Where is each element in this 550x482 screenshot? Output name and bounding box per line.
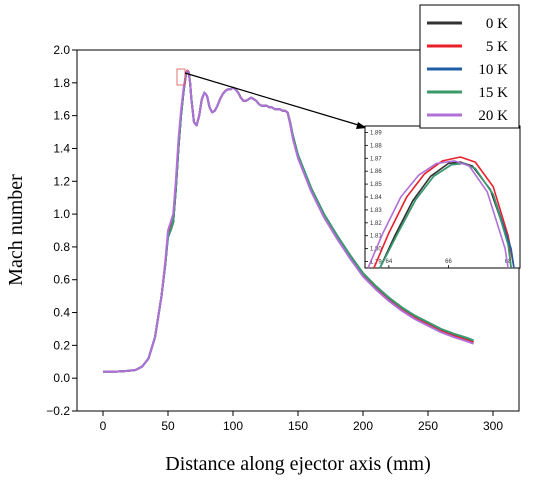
inset-y-tick-label: 1.83 — [370, 208, 382, 214]
inset-series-line-15k — [379, 162, 512, 269]
axis-ticks: 0 50 100 150 200 250 300 −0.2 0.0 0.2 0.4 0.6 0.8 1.0… — [46, 43, 503, 433]
y-tick-label: 0.6 — [53, 273, 70, 287]
x-tick-label: 0 — [100, 419, 107, 433]
inset-chart: 64 66 681.791.801.811.821.831.841.851.861.… — [364, 125, 521, 269]
legend-label: 5 K — [486, 39, 508, 55]
inset-y-tick-label: 1.87 — [370, 156, 382, 162]
inset-x-tick-label: 66 — [445, 259, 452, 265]
inset-y-tick-label: 1.82 — [370, 221, 382, 227]
x-tick-label: 200 — [353, 419, 373, 433]
y-tick-label: −0.2 — [46, 404, 70, 418]
inset-y-tick-label: 1.88 — [370, 143, 382, 149]
x-tick-label: 100 — [223, 419, 243, 433]
x-tick-label: 50 — [161, 419, 175, 433]
inset-x-tick-label: 68 — [505, 259, 512, 265]
legend-label: 15 K — [478, 85, 508, 101]
y-axis-title: Mach number — [5, 174, 27, 286]
legend-label: 0 K — [486, 16, 508, 32]
legend-box — [419, 4, 520, 129]
inset-series-line-20k — [367, 160, 509, 269]
zoom-connector-line — [184, 72, 366, 128]
inset-x-tick-label: 64 — [386, 259, 393, 265]
y-tick-label: 0.4 — [53, 306, 70, 320]
inset-y-tick-label: 1.89 — [370, 130, 382, 136]
y-tick-label: 1.6 — [53, 109, 70, 123]
inset-y-tick-label: 1.85 — [370, 182, 382, 188]
y-tick-label: 2.0 — [53, 43, 70, 57]
x-axis-title: Distance along ejector axis (mm) — [165, 453, 430, 475]
y-tick-label: 0.0 — [53, 371, 70, 385]
y-tick-label: 0.8 — [53, 240, 70, 254]
y-tick-label: 1.0 — [53, 207, 70, 221]
legend-label: 10 K — [478, 62, 508, 78]
x-tick-label: 300 — [483, 419, 503, 433]
legend: 0 K 5 K 10 K 15 K 20 K — [419, 4, 520, 129]
y-tick-label: 1.4 — [53, 141, 70, 155]
series-lines — [103, 69, 474, 373]
series-line-20k — [103, 70, 474, 373]
y-tick-label: 0.2 — [53, 338, 70, 352]
inset-y-tick-label: 1.81 — [370, 234, 382, 240]
y-tick-label: 1.8 — [53, 76, 70, 90]
x-tick-label: 250 — [418, 419, 438, 433]
legend-label: 20 K — [478, 108, 508, 124]
inset-y-tick-label: 1.84 — [370, 195, 382, 201]
zoom-connector-arrowhead — [356, 122, 367, 129]
zoom-region-marker — [176, 68, 186, 86]
inset-series-line-5k — [373, 156, 515, 269]
inset-series-lines — [367, 156, 515, 269]
y-tick-label: 1.2 — [53, 174, 70, 188]
inset-y-tick-label: 1.86 — [370, 169, 382, 175]
x-tick-label: 150 — [288, 419, 308, 433]
